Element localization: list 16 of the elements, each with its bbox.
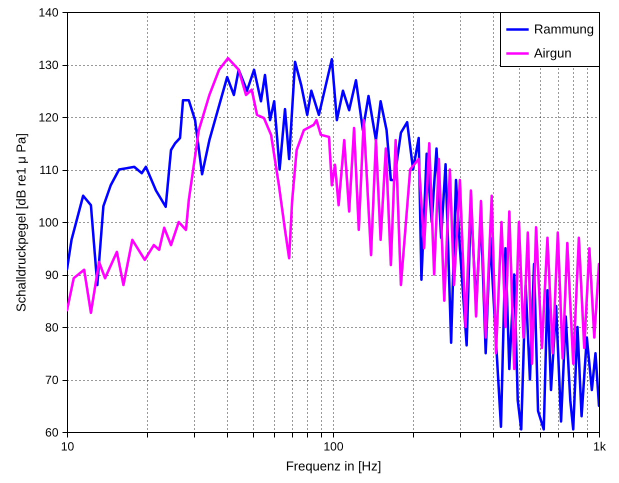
x-tick-label: 1k — [593, 440, 607, 454]
y-tick-label: 80 — [45, 320, 59, 334]
x-tick-label: 10 — [60, 440, 74, 454]
y-tick-label: 120 — [38, 110, 59, 124]
y-axis-title: Schalldruckpegel [dB re1 μ Pa] — [13, 133, 28, 312]
legend-label: Rammung — [534, 22, 594, 36]
y-tick-label: 110 — [39, 163, 59, 177]
y-tick-label: 100 — [38, 216, 59, 230]
y-tick-label: 90 — [45, 268, 59, 282]
legend-label: Airgun — [534, 46, 572, 60]
y-tick-label: 60 — [45, 426, 59, 440]
x-axis-title: Frequenz in [Hz] — [286, 458, 382, 474]
y-tick-label: 130 — [38, 58, 59, 72]
y-tick-label: 70 — [45, 373, 59, 387]
y-tick-label: 140 — [38, 6, 59, 20]
x-tick-label: 100 — [323, 440, 344, 454]
